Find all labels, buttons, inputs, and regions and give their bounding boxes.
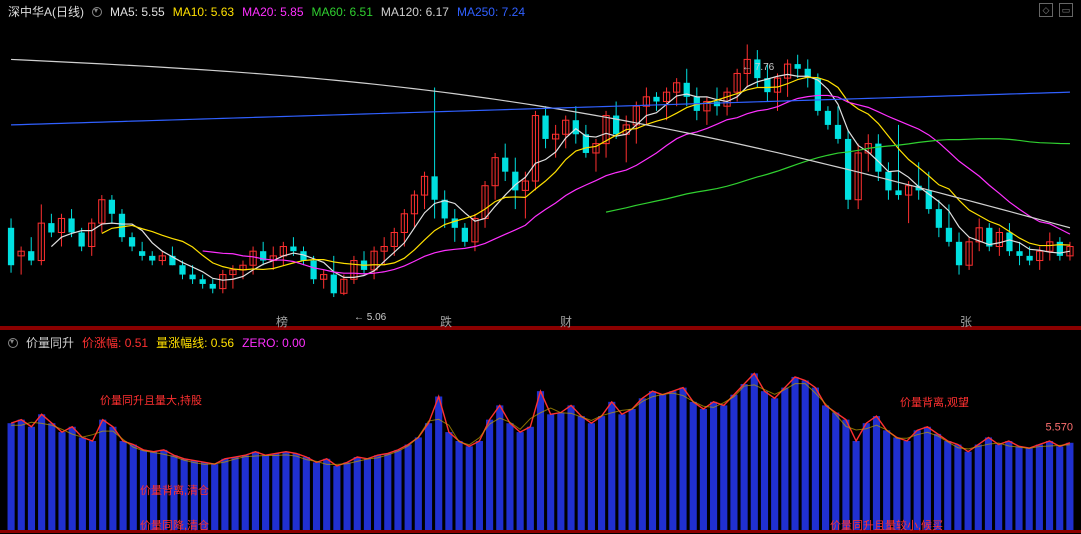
main-chart-header: 深中华A(日线) MA5: 5.55 MA10: 5.63 MA20: 5.85… bbox=[8, 3, 525, 20]
bottom-border bbox=[0, 530, 1081, 533]
sub-metric-0: 价涨幅: 0.51 bbox=[82, 334, 148, 351]
ma60-label: MA60: 6.51 bbox=[312, 5, 373, 19]
ma5-label: MA5: 5.55 bbox=[110, 5, 165, 19]
svg-text:5.570: 5.570 bbox=[1045, 421, 1073, 433]
ma20-label: MA20: 5.85 bbox=[242, 5, 303, 19]
sub-title: 价量同升 bbox=[26, 334, 74, 351]
panel-divider[interactable] bbox=[0, 326, 1081, 330]
control-diamond-icon[interactable]: ◇ bbox=[1039, 3, 1053, 17]
control-box-icon[interactable]: ▭ bbox=[1059, 3, 1073, 17]
sub-chart-header: 价量同升 价涨幅: 0.51 量涨幅线: 0.56 ZERO: 0.00 bbox=[8, 334, 305, 351]
main-candlestick-chart[interactable] bbox=[0, 0, 1081, 326]
sub-metric-1: 量涨幅线: 0.56 bbox=[156, 334, 234, 351]
ma120-label: MA120: 6.17 bbox=[381, 5, 449, 19]
ma250-label: MA250: 7.24 bbox=[457, 5, 525, 19]
chart-title: 深中华A(日线) bbox=[8, 3, 84, 20]
sub-metric-2: ZERO: 0.00 bbox=[242, 336, 305, 350]
sub-indicator-chart[interactable]: 5.570 bbox=[0, 332, 1081, 534]
dropdown-icon[interactable] bbox=[8, 338, 18, 348]
dropdown-icon[interactable] bbox=[92, 7, 102, 17]
chart-controls: ◇ ▭ bbox=[1039, 3, 1073, 17]
ma10-label: MA10: 5.63 bbox=[173, 5, 234, 19]
